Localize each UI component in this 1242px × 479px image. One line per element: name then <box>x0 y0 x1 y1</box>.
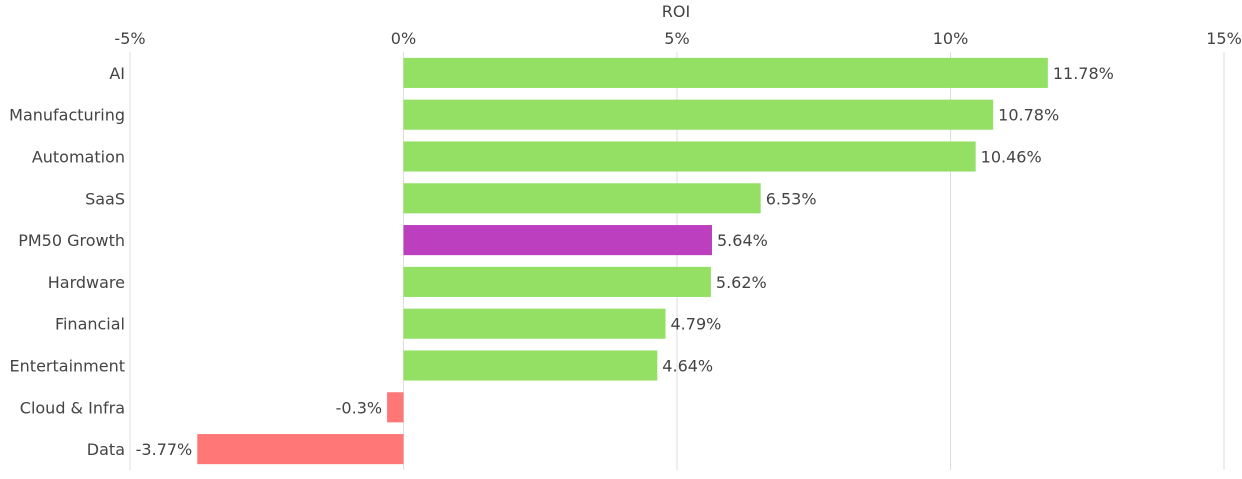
data-label: 4.79% <box>671 315 722 334</box>
x-tick-label: 15% <box>1206 29 1242 48</box>
data-label: 5.64% <box>717 231 768 250</box>
bar <box>403 266 711 297</box>
x-axis-ticks: -5% 0% 5% 10% 15% <box>114 29 1241 48</box>
data-label: 6.53% <box>766 189 817 208</box>
category-label: SaaS <box>85 189 125 208</box>
data-label: 5.62% <box>716 273 767 292</box>
bar <box>403 183 761 214</box>
x-tick-label: -5% <box>114 29 145 48</box>
data-label: 4.64% <box>662 357 713 376</box>
bar <box>403 308 666 339</box>
category-label: Automation <box>32 148 125 167</box>
data-labels: 11.78% 10.78% 10.46% 6.53% 5.64% 5.62% 4.79% 4.… <box>136 64 1114 459</box>
category-label: Hardware <box>48 273 125 292</box>
bar <box>403 141 976 172</box>
category-label: Financial <box>55 315 125 334</box>
bar <box>403 57 1048 88</box>
data-label: 10.46% <box>981 148 1042 167</box>
category-label: Data <box>87 440 125 459</box>
data-label: 11.78% <box>1053 64 1114 83</box>
bar <box>197 434 404 465</box>
x-axis-title: ROI <box>662 2 690 21</box>
category-labels: AI Manufacturing Automation SaaS PM50 Growth… <box>9 64 125 459</box>
bar <box>387 392 404 423</box>
category-label: PM50 Growth <box>18 231 125 250</box>
data-label: -0.3% <box>336 398 382 417</box>
data-label: -3.77% <box>136 440 193 459</box>
x-tick-label: 0% <box>391 29 416 48</box>
bar <box>403 99 994 130</box>
x-tick-label: 10% <box>933 29 969 48</box>
x-tick-label: 5% <box>664 29 689 48</box>
bar <box>403 350 658 381</box>
category-label: Entertainment <box>10 357 125 376</box>
category-label: Cloud & Infra <box>20 398 125 417</box>
bar <box>403 225 713 256</box>
bars <box>197 57 1048 465</box>
data-label: 10.78% <box>998 106 1059 125</box>
category-label: Manufacturing <box>9 106 125 125</box>
category-label: AI <box>109 64 125 83</box>
